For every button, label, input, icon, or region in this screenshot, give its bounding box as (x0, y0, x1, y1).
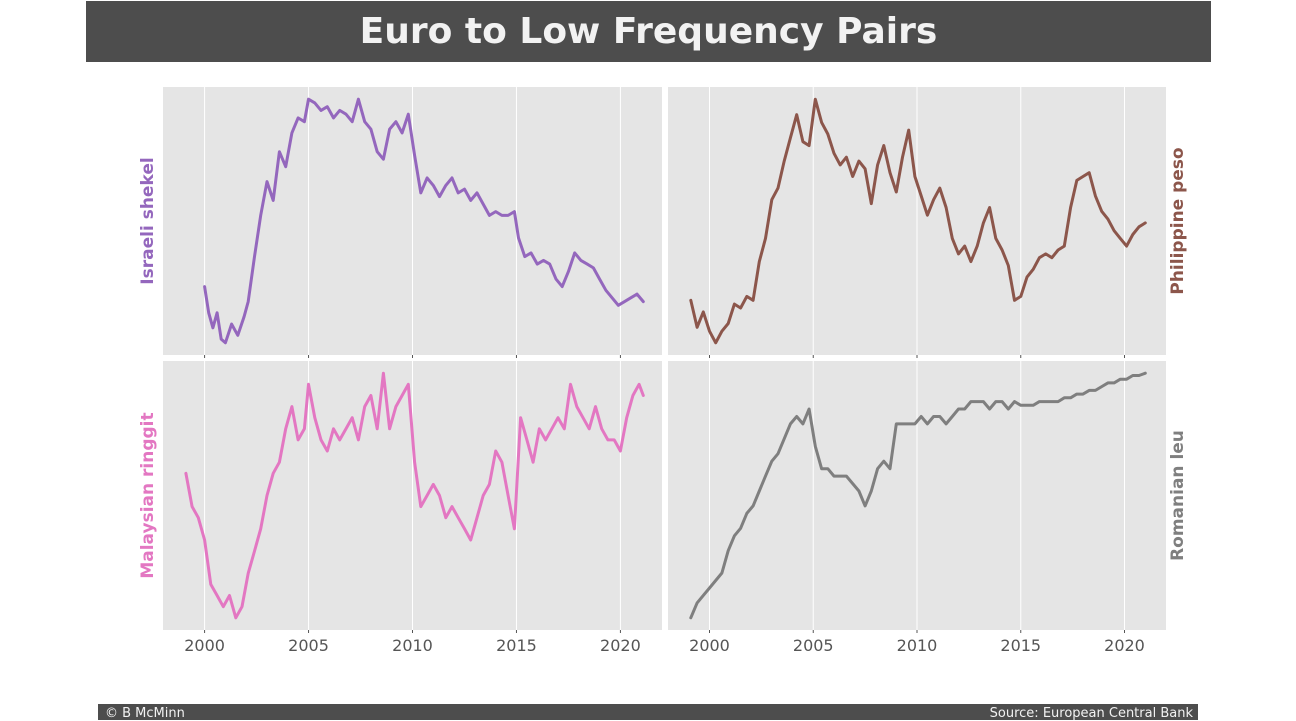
y-axis-label: Malaysian ringgit (138, 412, 158, 578)
panel-2: Philippine peso (668, 87, 1188, 358)
title-bar: Euro to Low Frequency Pairs (86, 1, 1211, 62)
series-line (689, 371, 1147, 620)
y-axis-label: Philippine peso (1168, 147, 1188, 294)
series-line (184, 371, 645, 620)
x-tick-label: 2020 (1104, 636, 1145, 655)
copyright-text: © B McMinn (105, 706, 185, 721)
x-tick-label: 2005 (288, 636, 329, 655)
footer-bar: © B McMinn Source: European Central Bank (98, 704, 1198, 721)
source-text: Source: European Central Bank (989, 706, 1193, 721)
x-tick-label: 2015 (1000, 636, 1041, 655)
panel-4: 2000 2005 2010 2015 2020 Romanian leu (668, 361, 1188, 655)
panel-background (668, 361, 1166, 630)
panel-background (163, 87, 662, 355)
x-tick-label: 2020 (600, 636, 641, 655)
x-tick-label: 2000 (184, 636, 225, 655)
y-axis-label: Romanian leu (1168, 430, 1188, 561)
x-tick-label: 2010 (897, 636, 938, 655)
panel-background (668, 87, 1166, 355)
series-line (203, 97, 645, 345)
panel-3: 2000 2005 2010 2015 2020 Malaysian ringgit (138, 361, 662, 655)
series-line (689, 97, 1147, 345)
panel-background (163, 361, 662, 630)
x-tick-label: 2000 (689, 636, 730, 655)
chart-title: Euro to Low Frequency Pairs (359, 11, 938, 52)
x-tick-label: 2005 (793, 636, 834, 655)
panel-1: Israeli shekel (138, 87, 662, 358)
x-tick-label: 2015 (496, 636, 537, 655)
y-axis-label: Israeli shekel (138, 157, 158, 284)
x-tick-label: 2010 (392, 636, 433, 655)
